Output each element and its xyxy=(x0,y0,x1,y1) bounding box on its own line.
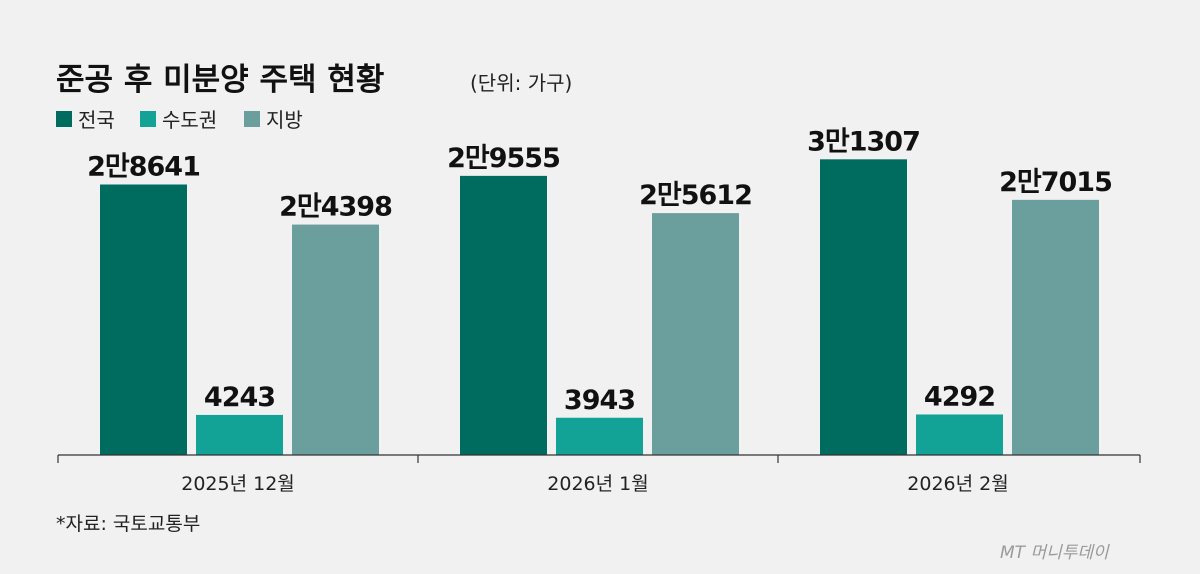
bar-label-0-1: 4243 xyxy=(204,382,275,413)
bar-2-2 xyxy=(1012,199,1099,455)
source-note: *자료: 국토교통부 xyxy=(56,513,200,535)
legend-label-1: 수도권 xyxy=(162,108,217,132)
bar-1-2 xyxy=(652,213,739,455)
unit-label: (단위: 가구) xyxy=(470,71,572,95)
x-tick-label-1: 2026년 1월 xyxy=(547,473,648,495)
bar-label-1-2: 2만5612 xyxy=(639,180,752,211)
x-tick-label-2: 2026년 2월 xyxy=(907,473,1008,495)
x-tick-label-0: 2025년 12월 xyxy=(181,473,295,495)
legend-label-0: 전국 xyxy=(78,108,115,132)
bar-1-1 xyxy=(556,417,643,455)
bar-label-0-0: 2만8641 xyxy=(87,152,200,183)
bar-0-0 xyxy=(100,184,187,456)
legend-swatch-1 xyxy=(140,111,156,127)
bar-label-2-2: 2만7015 xyxy=(999,167,1112,198)
legend-swatch-2 xyxy=(244,111,260,127)
bar-label-0-2: 2만4398 xyxy=(279,192,392,223)
chart-title: 준공 후 미분양 주택 현황 xyxy=(56,62,384,98)
bar-2-1 xyxy=(916,414,1003,455)
legend: 전국 수도권 지방 xyxy=(56,108,303,132)
bar-1-0 xyxy=(460,175,547,455)
bar-2-0 xyxy=(820,159,907,455)
bar-label-2-1: 4292 xyxy=(924,381,995,412)
legend-swatch-0 xyxy=(56,111,72,127)
bar-0-1 xyxy=(196,414,283,455)
bar-label-1-0: 2만9555 xyxy=(447,143,560,174)
x-axis: 2025년 12월 2026년 1월 2026년 2월 xyxy=(57,454,1141,495)
bar-label-2-0: 3만1307 xyxy=(807,126,920,157)
bars: 2만8641 4243 2만4398 2만9555 3943 2만5612 3만1307 42… xyxy=(87,126,1113,456)
bar-0-2 xyxy=(292,224,379,455)
bar-label-1-1: 3943 xyxy=(564,385,635,416)
watermark: MT 머니투데이 xyxy=(1000,543,1110,563)
legend-label-2: 지방 xyxy=(266,108,303,132)
